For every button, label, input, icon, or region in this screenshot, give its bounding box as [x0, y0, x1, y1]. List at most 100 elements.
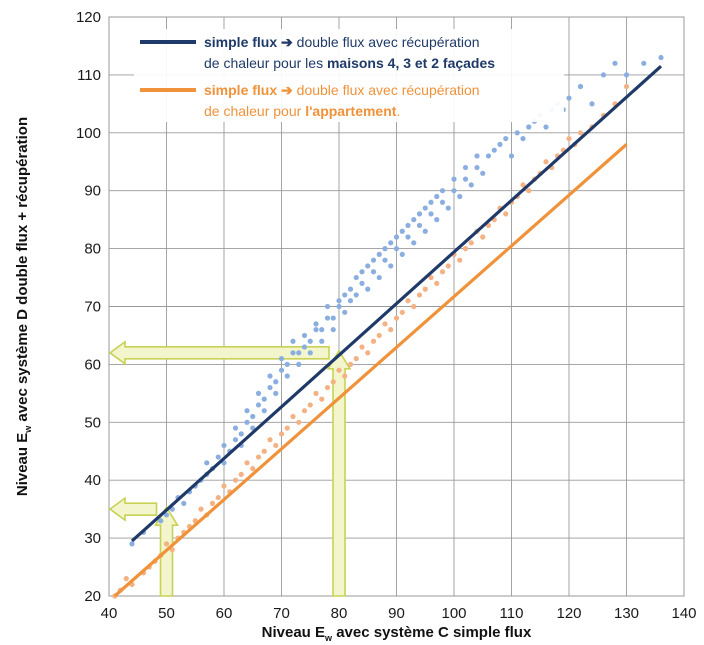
fit-lines: [113, 65, 663, 598]
data-point: [503, 211, 509, 217]
data-point: [485, 153, 492, 159]
data-point: [278, 367, 285, 373]
data-point: [347, 286, 354, 292]
data-point: [307, 402, 313, 408]
data-point: [416, 222, 423, 229]
data-point: [244, 419, 250, 425]
data-point: [405, 234, 411, 240]
data-point: [353, 292, 359, 298]
data-point: [296, 361, 302, 367]
data-point: [520, 182, 526, 188]
y-tick-label: 120: [76, 9, 101, 26]
data-point: [336, 367, 342, 373]
x-tick-label: 40: [101, 605, 118, 622]
y-tick-label: 40: [84, 472, 101, 489]
data-point: [370, 338, 377, 344]
data-point: [330, 379, 336, 385]
x-tick-label: 70: [273, 605, 290, 622]
data-point: [370, 257, 377, 263]
data-point: [577, 130, 584, 136]
data-point: [250, 466, 256, 472]
data-point: [307, 338, 313, 344]
data-point: [313, 390, 319, 396]
data-point: [221, 483, 227, 489]
x-tick-label: 80: [331, 605, 348, 622]
data-point: [428, 211, 434, 217]
data-point: [393, 234, 400, 240]
data-point: [439, 199, 446, 205]
data-point: [422, 286, 428, 292]
data-point: [313, 321, 319, 327]
data-point: [497, 141, 503, 147]
data-point: [319, 327, 325, 333]
data-point: [158, 518, 164, 524]
data-point: [353, 356, 359, 362]
data-point: [434, 193, 440, 200]
data-point: [439, 188, 446, 194]
data-point: [336, 298, 342, 304]
data-point: [296, 419, 302, 425]
data-point: [520, 135, 526, 142]
data-point: [215, 494, 221, 501]
series-line: [130, 65, 663, 543]
y-tick-label: 50: [84, 414, 101, 431]
data-point: [290, 413, 296, 420]
data-point: [255, 454, 262, 460]
data-point: [330, 327, 336, 333]
data-point: [411, 240, 417, 246]
data-point: [301, 408, 308, 414]
data-point: [336, 303, 342, 310]
data-point: [324, 303, 331, 310]
x-tick-label: 90: [388, 605, 405, 622]
data-point: [353, 274, 359, 281]
data-point: [290, 350, 296, 356]
data-point: [416, 292, 423, 298]
legend-text: simple flux ➔ double flux avec récupérat…: [204, 34, 480, 50]
data-point: [566, 95, 572, 101]
data-point: [445, 205, 451, 211]
data-point: [411, 217, 417, 223]
data-point: [273, 390, 279, 396]
data-point: [416, 211, 423, 217]
data-point: [342, 309, 348, 315]
data-point: [301, 344, 308, 350]
data-point: [382, 257, 388, 263]
y-axis-title: Niveau Ew avec système D double flux + r…: [14, 117, 33, 496]
x-tick-label: 100: [441, 605, 466, 622]
data-point: [468, 240, 474, 246]
data-point: [480, 234, 486, 240]
data-point: [641, 60, 647, 66]
data-point: [388, 263, 394, 269]
data-point: [468, 182, 474, 188]
data-point: [474, 164, 480, 171]
data-point: [428, 274, 434, 281]
data-point: [370, 269, 377, 275]
data-point: [307, 350, 313, 356]
y-tick-label: 110: [77, 67, 101, 84]
data-point: [376, 274, 382, 281]
data-point: [462, 246, 469, 252]
read-arrow-horizontal: [108, 496, 158, 522]
data-point: [296, 350, 302, 356]
data-point: [198, 506, 204, 512]
y-tick-label: 100: [76, 125, 101, 142]
data-point: [445, 263, 451, 269]
tick-labels: 40 50 60 70 80 90 100 110 120 130 140 20 30 40 50 60 70 8…: [76, 9, 697, 622]
data-point: [129, 541, 135, 547]
data-point: [462, 164, 469, 171]
x-tick-label: 50: [158, 605, 175, 622]
data-point: [526, 124, 532, 130]
data-point: [319, 396, 325, 402]
data-point: [457, 257, 463, 263]
y-tick-label: 90: [84, 183, 101, 200]
legend: simple flux ➔ double flux avec récupérat…: [134, 29, 564, 122]
data-point: [232, 437, 239, 443]
data-point: [457, 193, 463, 200]
data-point: [399, 309, 405, 315]
data-point: [526, 188, 532, 194]
data-point: [503, 135, 509, 142]
read-arrow-horizontal: [108, 340, 330, 366]
data-point: [399, 228, 405, 234]
data-point: [123, 576, 129, 582]
legend-box: [134, 29, 564, 122]
